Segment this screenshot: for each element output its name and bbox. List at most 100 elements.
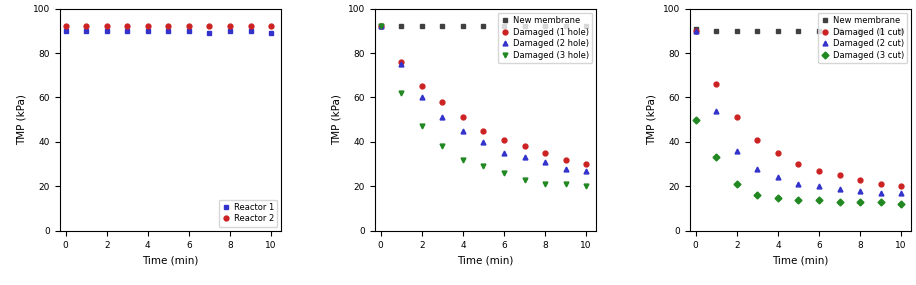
New membrane: [416, 25, 427, 28]
New membrane: [752, 29, 763, 32]
Line: Damaged (1 cut): Damaged (1 cut): [693, 28, 903, 189]
Damaged (3 hole): [519, 178, 530, 182]
Damaged (3 hole): [416, 125, 427, 128]
Damaged (2 hole): [416, 96, 427, 99]
Reactor 1: [81, 29, 92, 32]
Damaged (1 hole): [396, 60, 407, 64]
Y-axis label: TMP (kPa): TMP (kPa): [17, 94, 27, 145]
Reactor 2: [81, 25, 92, 28]
Damaged (2 hole): [437, 116, 448, 119]
New membrane: [691, 27, 702, 30]
Damaged (1 cut): [834, 174, 845, 177]
Damaged (3 hole): [396, 91, 407, 95]
New membrane: [396, 25, 407, 28]
New membrane: [437, 25, 448, 28]
Damaged (3 cut): [896, 202, 907, 206]
Reactor 1: [102, 29, 113, 32]
Damaged (3 cut): [793, 198, 804, 201]
Damaged (3 hole): [478, 165, 489, 168]
Damaged (3 cut): [834, 200, 845, 204]
New membrane: [834, 29, 845, 32]
Damaged (3 hole): [581, 185, 592, 188]
Reactor 1: [122, 29, 133, 32]
Line: New membrane: New membrane: [693, 26, 903, 33]
Damaged (2 cut): [813, 185, 824, 188]
Damaged (2 hole): [540, 160, 551, 164]
New membrane: [875, 29, 886, 32]
Damaged (1 cut): [793, 162, 804, 166]
Damaged (1 hole): [416, 85, 427, 88]
Damaged (2 hole): [376, 25, 387, 28]
Damaged (2 hole): [478, 140, 489, 144]
Reactor 2: [266, 25, 277, 28]
Damaged (1 cut): [875, 182, 886, 186]
Damaged (3 cut): [875, 200, 886, 204]
Damaged (3 hole): [376, 25, 387, 28]
New membrane: [855, 29, 866, 32]
Damaged (1 cut): [813, 169, 824, 172]
Damaged (3 cut): [813, 198, 824, 201]
Damaged (1 cut): [855, 178, 866, 182]
Line: Damaged (1 hole): Damaged (1 hole): [378, 24, 589, 167]
Damaged (2 cut): [834, 187, 845, 190]
Damaged (3 cut): [772, 196, 783, 199]
X-axis label: Time (min): Time (min): [772, 255, 829, 265]
Damaged (2 cut): [896, 191, 907, 195]
Line: Reactor 1: Reactor 1: [63, 28, 274, 35]
Damaged (3 hole): [498, 171, 509, 175]
Damaged (1 cut): [731, 116, 742, 119]
Damaged (1 hole): [376, 25, 387, 28]
Y-axis label: TMP (kPa): TMP (kPa): [647, 94, 657, 145]
New membrane: [457, 25, 468, 28]
Legend: New membrane, Damaged (1 cut), Damaged (2 cut), Damaged (3 cut): New membrane, Damaged (1 cut), Damaged (…: [818, 13, 907, 63]
X-axis label: Time (min): Time (min): [142, 255, 199, 265]
Damaged (3 cut): [752, 194, 763, 197]
Damaged (1 cut): [896, 185, 907, 188]
Damaged (2 hole): [457, 129, 468, 133]
New membrane: [478, 25, 489, 28]
Line: Damaged (2 cut): Damaged (2 cut): [693, 28, 903, 196]
Damaged (2 hole): [560, 167, 571, 170]
Damaged (2 hole): [581, 169, 592, 172]
Damaged (1 hole): [519, 145, 530, 148]
New membrane: [711, 29, 722, 32]
Damaged (1 cut): [752, 138, 763, 141]
Damaged (1 hole): [457, 116, 468, 119]
Reactor 2: [102, 25, 113, 28]
New membrane: [540, 25, 551, 28]
Damaged (3 cut): [711, 156, 722, 159]
Damaged (1 hole): [560, 158, 571, 161]
New membrane: [498, 25, 509, 28]
Damaged (3 hole): [437, 145, 448, 148]
Damaged (2 cut): [731, 149, 742, 152]
New membrane: [813, 29, 824, 32]
Damaged (1 hole): [437, 100, 448, 104]
Reactor 2: [224, 25, 235, 28]
Line: New membrane: New membrane: [378, 24, 589, 29]
Damaged (1 cut): [772, 151, 783, 155]
Reactor 2: [142, 25, 153, 28]
Legend: New membrane, Damaged (1 hole), Damaged (2 hole), Damaged (3 hole): New membrane, Damaged (1 hole), Damaged …: [497, 13, 593, 63]
New membrane: [376, 25, 387, 28]
Reactor 1: [163, 29, 174, 32]
Damaged (1 hole): [498, 138, 509, 141]
Reactor 1: [60, 29, 71, 32]
Reactor 1: [224, 29, 235, 32]
Damaged (3 cut): [731, 182, 742, 186]
Damaged (2 hole): [498, 151, 509, 155]
New membrane: [581, 25, 592, 28]
Damaged (1 hole): [478, 129, 489, 133]
Reactor 2: [60, 25, 71, 28]
Damaged (1 cut): [711, 82, 722, 86]
Damaged (1 hole): [540, 151, 551, 155]
Damaged (2 hole): [396, 62, 407, 66]
Damaged (2 cut): [691, 29, 702, 32]
Reactor 2: [183, 25, 194, 28]
Damaged (3 cut): [855, 200, 866, 204]
Y-axis label: TMP (kPa): TMP (kPa): [332, 94, 342, 145]
Line: Damaged (3 cut): Damaged (3 cut): [693, 117, 903, 207]
Reactor 2: [204, 25, 215, 28]
Reactor 1: [266, 31, 277, 35]
Damaged (1 hole): [581, 162, 592, 166]
Damaged (2 cut): [875, 191, 886, 195]
